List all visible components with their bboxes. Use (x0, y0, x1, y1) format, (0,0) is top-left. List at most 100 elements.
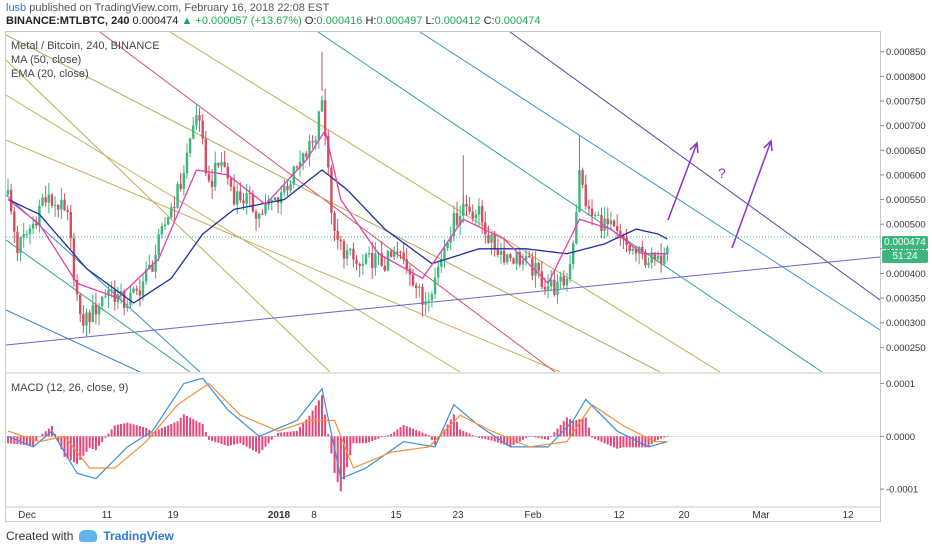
macd-histogram-bar (358, 436, 361, 444)
macd-histogram-bar (98, 436, 101, 446)
macd-histogram-bar (647, 436, 650, 448)
macd-histogram-bar (10, 436, 13, 444)
candle (217, 162, 220, 166)
macd-histogram-bar (135, 425, 138, 437)
candle (393, 251, 396, 257)
candle (91, 304, 94, 323)
candle (279, 192, 283, 203)
candle (308, 141, 311, 157)
candle (556, 281, 559, 295)
candle (154, 255, 157, 272)
candle (446, 242, 449, 249)
close-value: 0.000474 (494, 15, 541, 27)
channel-line[interactable] (6, 256, 880, 346)
macd-histogram-bar (264, 436, 267, 447)
tradingview-brand[interactable]: TradingView (103, 529, 174, 543)
macd-histogram-bar (211, 436, 214, 441)
channel-line[interactable] (6, 139, 561, 372)
candle (72, 238, 76, 280)
channel-line[interactable] (169, 32, 721, 372)
macd-histogram-bar (449, 419, 452, 437)
macd-histogram-bar (418, 431, 421, 437)
channel-line[interactable] (419, 32, 880, 331)
macd-histogram-bar (415, 429, 418, 437)
channel-line[interactable] (6, 94, 461, 372)
candle (323, 100, 327, 136)
macd-histogram-bar (88, 436, 91, 448)
macd-histogram-bar (280, 432, 283, 437)
macd-histogram-bar (207, 436, 210, 440)
macd-histogram-bar (289, 431, 292, 437)
macd-legend[interactable]: MACD (12, 26, close, 9) (11, 382, 129, 394)
channel-line[interactable] (6, 239, 191, 372)
ma-legend[interactable]: MA (50, close) (11, 54, 82, 66)
price-tick-label: 0.000700 (886, 121, 926, 132)
macd-histogram-bar (594, 436, 597, 440)
candle (418, 286, 421, 289)
author-name[interactable]: lusb (6, 2, 27, 14)
macd-histogram-bar (261, 436, 264, 451)
macd-histogram-bar (349, 436, 352, 456)
candle (515, 252, 518, 264)
candle (622, 235, 625, 238)
candle (659, 255, 663, 264)
channel-line[interactable] (6, 59, 331, 372)
channel-line[interactable] (6, 309, 141, 372)
channel-line[interactable] (99, 32, 556, 372)
candle (367, 252, 371, 255)
macd-histogram-bar (528, 436, 531, 437)
candle (82, 314, 85, 326)
candle (656, 255, 660, 260)
candle (53, 205, 57, 207)
macd-histogram-bar (54, 433, 57, 437)
macd-histogram-bar (368, 436, 371, 443)
price-tick-label: 0.000400 (886, 269, 926, 280)
channel-line[interactable] (317, 32, 823, 372)
macd-histogram-bar (553, 432, 556, 437)
ema-legend[interactable]: EMA (20, close) (11, 68, 89, 80)
macd-histogram-bar (342, 436, 345, 480)
macd-histogram-bar (223, 436, 226, 445)
candle (79, 294, 82, 315)
macd-histogram-bar (531, 436, 534, 437)
macd-histogram-bar (129, 423, 132, 437)
macd-histogram-bar (107, 433, 110, 437)
publish-text: published on TradingView.com, February 1… (29, 2, 330, 14)
question-annotation: ? (718, 165, 726, 181)
time-tick-label: 20 (678, 510, 690, 521)
candle (358, 264, 361, 266)
close-label: C: (483, 15, 495, 27)
macd-histogram-bar (399, 427, 402, 437)
channel-line[interactable] (6, 34, 661, 372)
macd-histogram-bar (220, 436, 223, 444)
macd-histogram-bar (138, 426, 141, 437)
candle (342, 241, 346, 259)
candle (399, 251, 402, 253)
macd-histogram-bar (446, 424, 449, 437)
macd-histogram-bar (251, 436, 254, 451)
candle (440, 259, 443, 267)
candle (270, 200, 273, 202)
macd-histogram-bar (383, 436, 386, 437)
macd-pane (7, 377, 669, 492)
candle (63, 199, 66, 211)
macd-histogram-bar (63, 436, 66, 457)
ema-line (7, 128, 668, 299)
candle (6, 189, 10, 195)
macd-histogram-bar (292, 431, 295, 437)
candle (69, 212, 72, 239)
macd-histogram-bar (641, 436, 644, 448)
candle (160, 225, 164, 235)
channel-line[interactable] (509, 32, 880, 301)
macd-histogram-bar (204, 431, 207, 437)
macd-histogram-bar (465, 432, 468, 437)
macd-histogram-bar (192, 419, 195, 437)
candle (436, 266, 440, 278)
macd-histogram-bar (321, 395, 323, 437)
high-value: 0.000497 (376, 15, 423, 27)
candle (311, 141, 314, 143)
candle (301, 153, 305, 162)
macd-histogram-bar (616, 436, 619, 449)
macd-histogram-bar (60, 436, 63, 450)
